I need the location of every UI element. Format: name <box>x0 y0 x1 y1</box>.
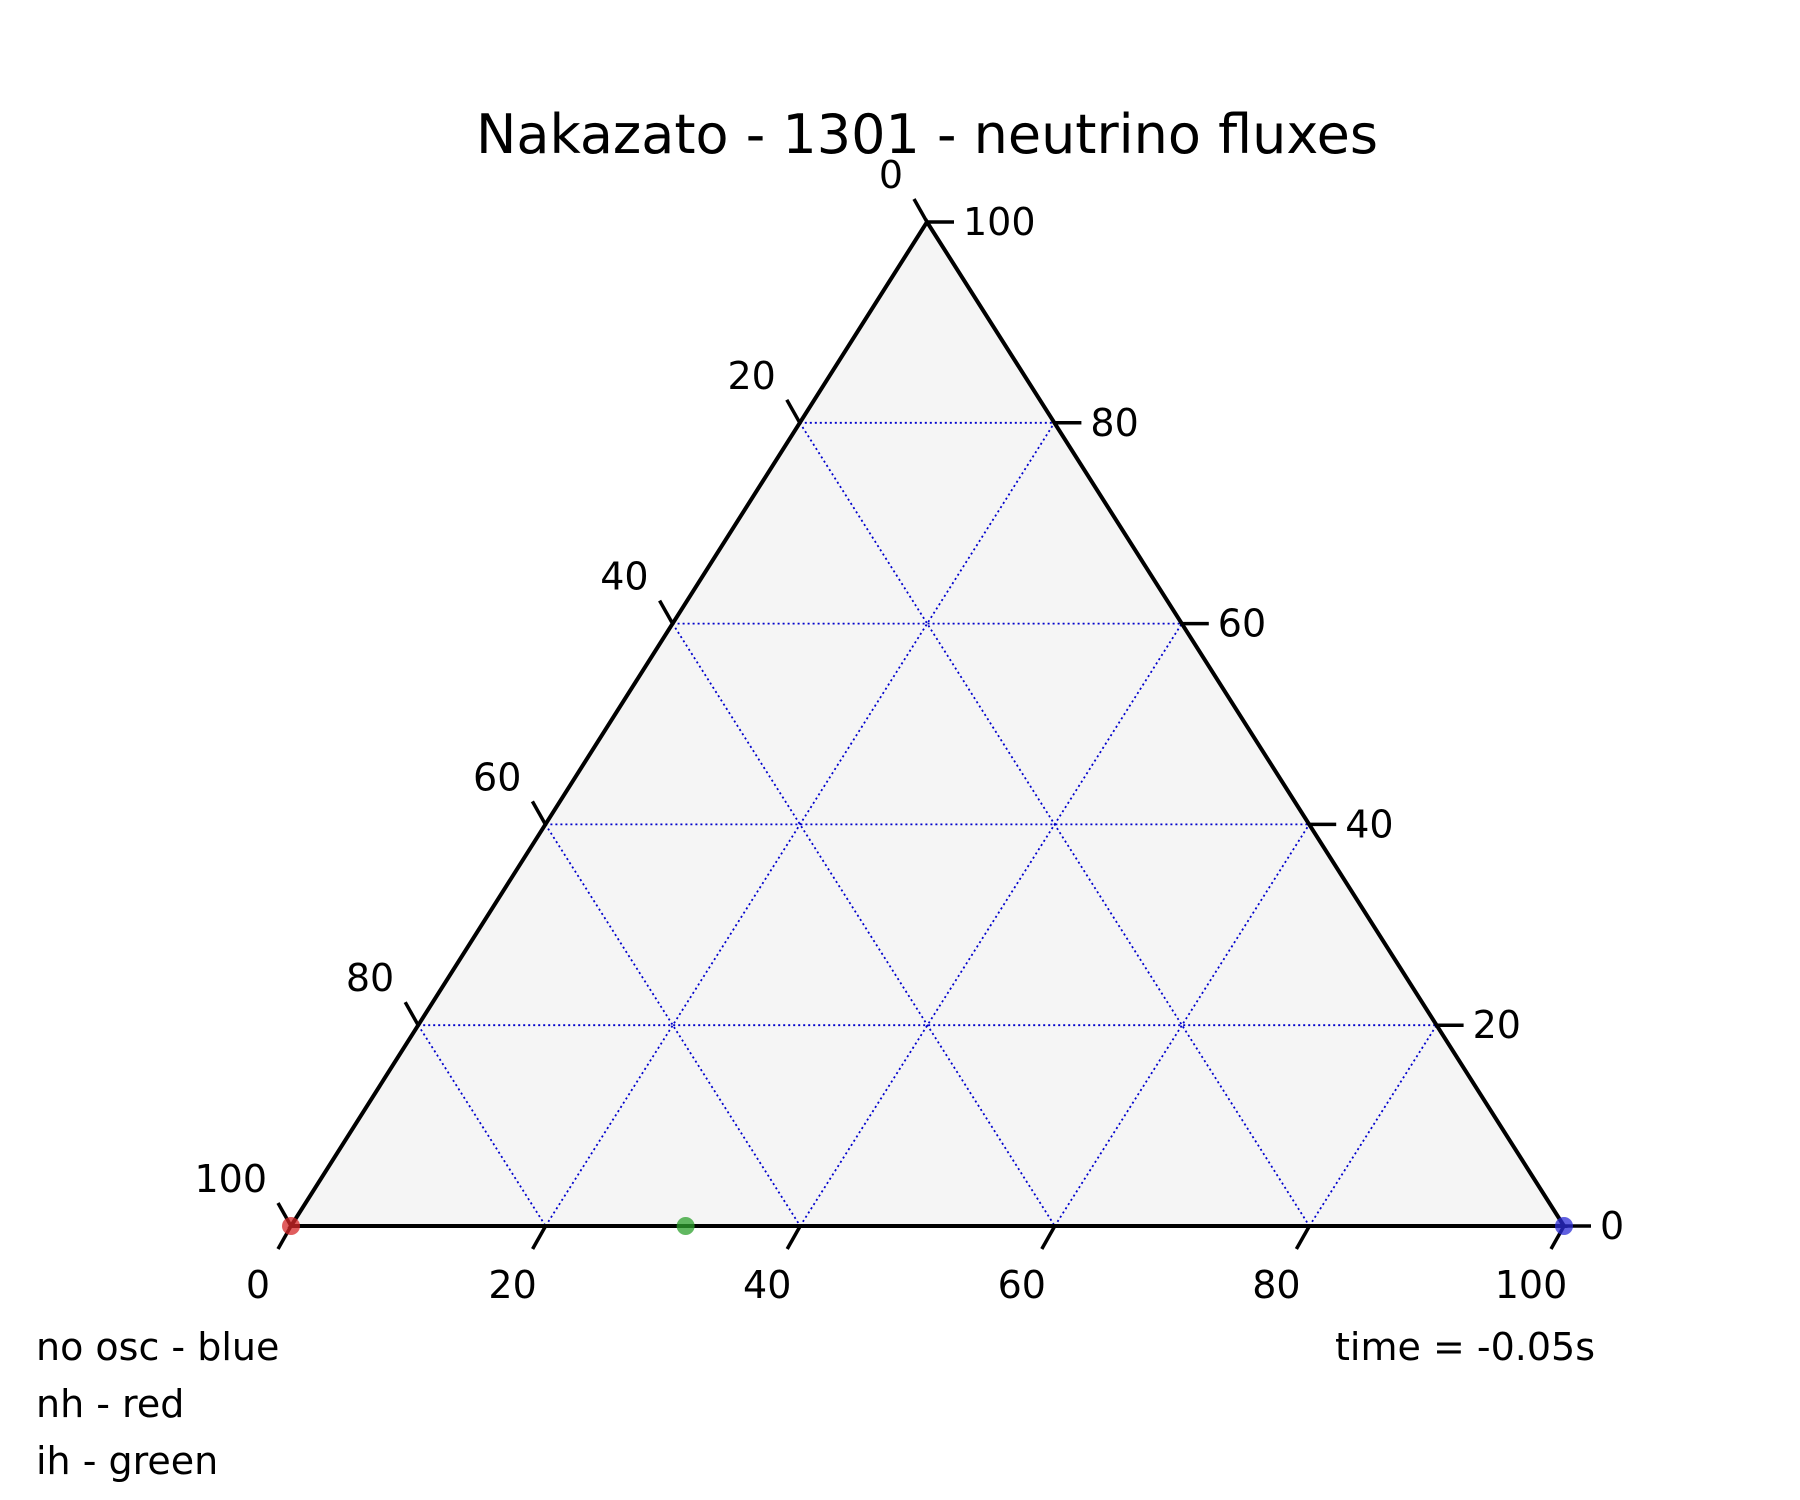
tick-label-right-80: 80 <box>1090 401 1138 445</box>
tick-label-bottom-40: 40 <box>743 1263 791 1307</box>
legend-line-ih: ih - green <box>36 1439 218 1483</box>
tick-label-left-80: 20 <box>727 354 775 398</box>
grid-lines <box>417 421 1438 1227</box>
legend-line-no-osc: no osc - blue <box>36 1325 279 1369</box>
tick-label-left-40: 60 <box>473 755 521 799</box>
gridline-left-80 <box>799 422 1311 1227</box>
triangle-background <box>291 222 1564 1226</box>
tick-label-left-0: 100 <box>194 1157 267 1201</box>
gridline-bottom-40 <box>799 623 1183 1227</box>
data-point-2 <box>676 1217 695 1235</box>
tick-left-60 <box>658 599 675 625</box>
tick-left-20 <box>403 1001 420 1027</box>
data-point-0 <box>1555 1217 1573 1235</box>
tick-label-right-0: 0 <box>1600 1204 1624 1248</box>
gridline-left-60 <box>671 623 1056 1227</box>
chart-title: Nakazato - 1301 - neutrino fluxes <box>476 103 1378 166</box>
tick-bottom-20 <box>531 1225 548 1250</box>
gridline-left-40 <box>544 823 801 1227</box>
tick-left-80 <box>785 398 802 424</box>
data-point-1 <box>282 1217 300 1235</box>
tick-left-100 <box>912 198 929 223</box>
axis-ticks: 0 0 100 20 20 80 40 40 60 60 60 40 80 80 20 100 100 0 <box>194 153 1624 1307</box>
tick-label-bottom-0: 0 <box>246 1263 270 1307</box>
tick-label-bottom-20: 20 <box>488 1263 536 1307</box>
annotations: no osc - blue nh - red ih - green time =… <box>36 1325 1595 1483</box>
triangle-boundary <box>287 218 1568 1228</box>
tick-label-left-100: 0 <box>879 153 903 197</box>
tick-label-bottom-80: 80 <box>1252 1263 1300 1307</box>
tick-label-right-60: 60 <box>1218 602 1266 646</box>
tick-label-right-100: 100 <box>963 200 1036 244</box>
gridline-bottom-20 <box>544 422 1056 1227</box>
tick-label-left-60: 40 <box>600 555 648 599</box>
legend-line-nh: nh - red <box>36 1382 184 1426</box>
tick-bottom-60 <box>1040 1225 1057 1250</box>
gridline-bottom-60 <box>1054 823 1310 1227</box>
data-points <box>282 1217 1573 1235</box>
tick-label-right-40: 40 <box>1345 802 1393 846</box>
time-annotation: time = -0.05s <box>1335 1325 1595 1369</box>
tick-label-left-20: 80 <box>346 956 394 1000</box>
tick-bottom-80 <box>1294 1225 1311 1250</box>
tick-bottom-40 <box>785 1225 802 1250</box>
tick-left-40 <box>530 800 547 826</box>
tick-label-bottom-100: 100 <box>1495 1263 1568 1307</box>
tick-label-bottom-60: 60 <box>998 1263 1046 1307</box>
tick-label-right-20: 20 <box>1473 1003 1521 1047</box>
